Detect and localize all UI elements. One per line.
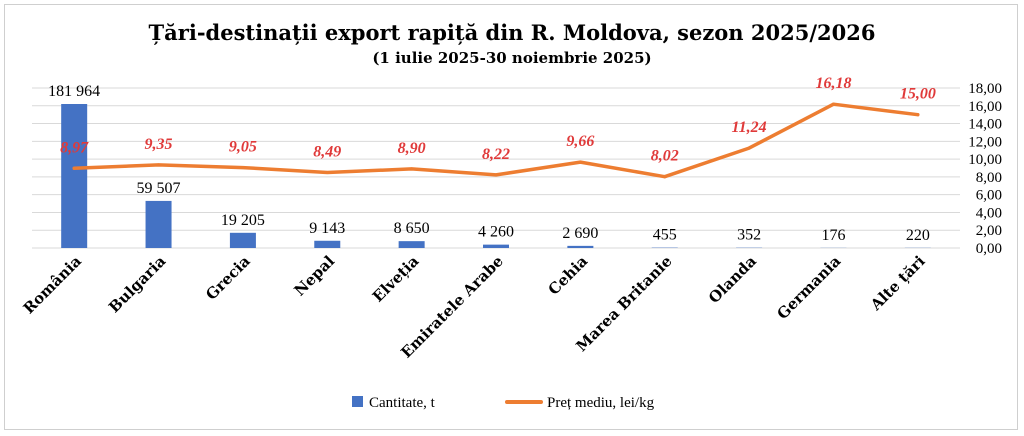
line-point [72,166,76,170]
y-tick-label: 10,00 [968,152,1002,168]
price-value-label: 15,00 [900,86,936,103]
bar [398,241,425,248]
category-label: Nepal [291,252,339,300]
bar-value-label: 352 [737,227,761,244]
line-point [157,163,161,167]
bar-series [61,104,931,248]
bar-value-label: 455 [653,227,677,244]
bar-value-label: 8 650 [394,220,430,237]
category-label: Cehia [545,252,592,299]
category-label: Grecia [202,252,254,304]
y-tick-label: 2,00 [976,223,1002,239]
category-label: Alte țări [866,252,929,315]
y-tick-label: 4,00 [976,205,1002,221]
data-labels: 181 964 59 507 19 205 9 143 8 650 4 260 2 690 4… [48,75,936,244]
y-tick-label: 0,00 [976,241,1002,257]
legend-label-bar: Cantitate, t [369,395,436,411]
category-label: România [20,252,86,318]
line-point [578,160,582,164]
price-value-label: 11,24 [732,119,767,136]
bar-value-label: 181 964 [48,83,100,100]
bar-value-label: 19 205 [221,212,265,229]
price-line [72,102,920,179]
bar [229,232,256,248]
line-point [916,113,920,117]
price-value-label: 9,05 [229,139,257,156]
price-value-label: 16,18 [815,75,851,92]
price-value-label: 9,66 [566,133,594,150]
bar [567,245,594,248]
bar-value-label: 220 [906,227,930,244]
category-label: Olanda [705,252,760,307]
y-tick-label: 8,00 [976,170,1002,186]
y-tick-label: 12,00 [968,134,1002,150]
line-point [831,102,835,106]
price-value-label: 8,22 [482,146,510,163]
line-point [494,173,498,177]
chart-title: Țări-destinații export rapiță din R. Mol… [149,20,876,45]
category-label: Bulgaria [105,252,169,316]
bar-value-label: 2 690 [562,225,598,242]
bar-value-label: 9 143 [309,220,345,237]
line-point [241,166,245,170]
line-series [72,102,920,179]
bar-value-label: 59 507 [137,180,181,197]
bar [314,240,341,248]
price-value-label: 8,02 [651,148,679,165]
price-value-label: 8,97 [60,139,89,156]
price-value-label: 9,35 [145,136,173,153]
price-value-label: 8,49 [313,144,341,161]
bar [61,104,88,248]
chart-frame [4,4,1018,430]
y-tick-label: 18,00 [968,81,1002,97]
bar-value-label: 4 260 [478,224,514,241]
gridlines [32,87,960,249]
line-point [325,171,329,175]
line-point [410,167,414,171]
legend-swatch-bar [352,396,363,407]
bar-value-label: 176 [821,227,845,244]
category-label: Germania [773,252,844,323]
category-label: Elveția [369,252,423,306]
line-point [663,175,667,179]
bar [483,244,509,248]
x-axis: România Bulgaria Grecia Nepal ElvețiaEmirate… [20,252,929,362]
y-tick-label: 16,00 [968,99,1002,115]
y-tick-label: 6,00 [976,188,1002,204]
y-tick-label: 14,00 [968,117,1002,133]
chart-subtitle: (1 iulie 2025-30 noiembrie 2025) [372,49,651,67]
bar [145,200,172,248]
legend: Cantitate, t Preț mediu, lei/kg [352,395,655,411]
legend-label-line: Preț mediu, lei/kg [547,395,655,411]
line-point [747,146,751,150]
price-value-label: 8,90 [398,140,426,157]
